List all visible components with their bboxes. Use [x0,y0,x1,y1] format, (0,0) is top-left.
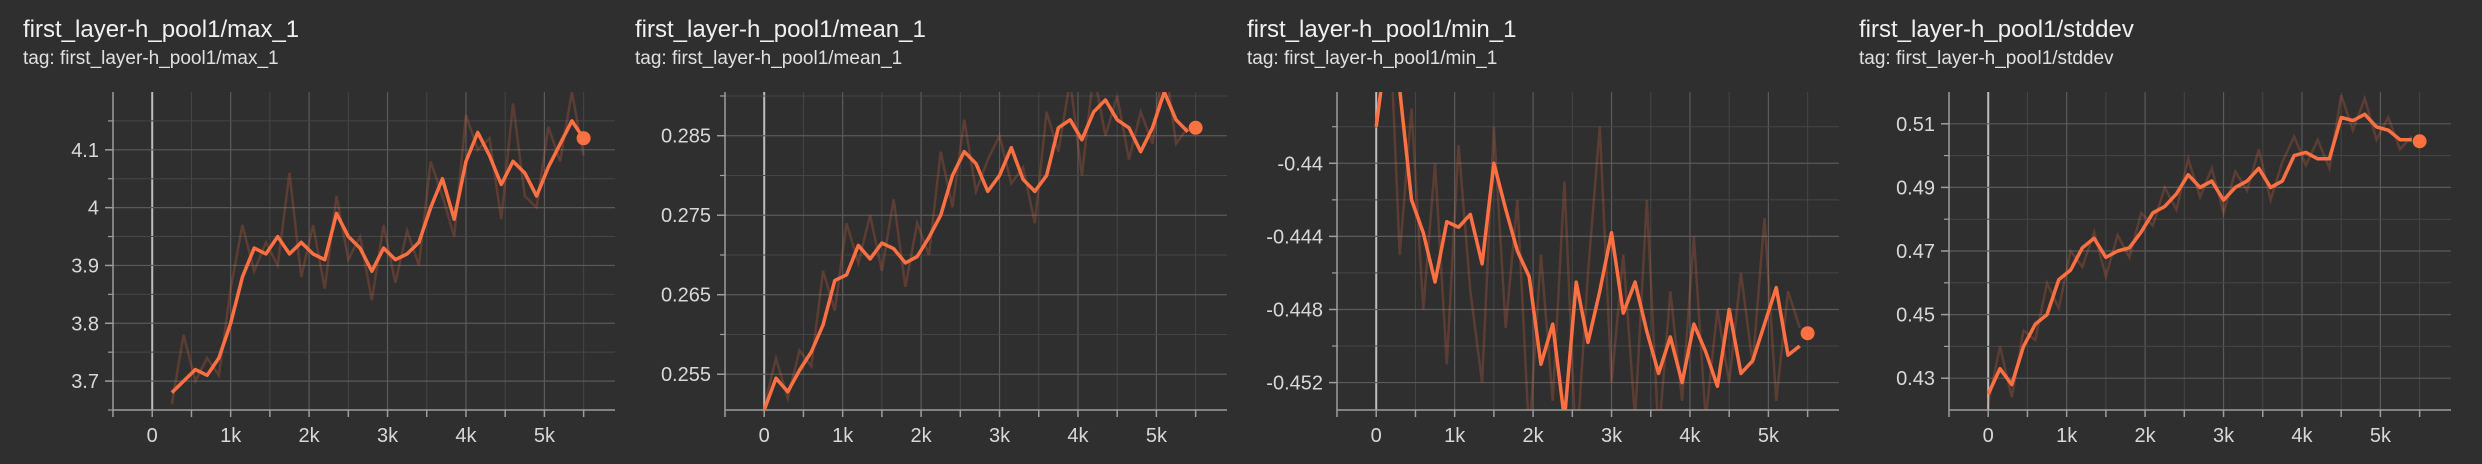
x-tick-label: 2k [911,425,933,447]
raw-series-line [170,92,585,405]
chart-tag: tag: first_layer-h_pool1/mean_1 [635,48,903,69]
x-tick-label: 4k [455,425,477,447]
x-tick-label: 0 [147,425,158,447]
chart-panel-mean: first_layer-h_pool1/mean_1 tag: first_la… [635,0,1235,464]
y-tick-label: -0.444 [1266,226,1323,248]
chart-plot-max[interactable]: 0 1k 2k 3k 4k 5k 3.7 3.8 3.9 4 4.1 [23,0,623,464]
y-tick-label: 4 [88,198,99,220]
y-tick-label: 0.51 [1896,114,1935,136]
last-value-point [576,131,591,146]
x-tick-label: 3k [1601,425,1623,447]
x-tick-label: 1k [832,425,854,447]
x-tick-label: 4k [1067,425,1089,447]
x-tick-label: 3k [2213,425,2235,447]
x-tick-label: 5k [1146,425,1168,447]
series-group [1986,94,2413,404]
series-group [170,92,586,405]
chart-tag: tag: first_layer-h_pool1/stddev [1859,48,2114,69]
y-tick-label: -0.448 [1266,299,1323,321]
y-tick-label: 3.7 [71,371,99,393]
x-tick-label: 2k [1523,425,1545,447]
series-group [762,92,1190,410]
x-tick-label: 0 [759,425,770,447]
chart-title: first_layer-h_pool1/mean_1 [635,16,926,43]
x-tick-label: 3k [377,425,399,447]
last-value-point [2412,134,2427,149]
y-tick-label: 4.1 [71,140,99,162]
x-tick-label: 5k [2370,425,2392,447]
x-tick-label: 0 [1371,425,1382,447]
chart-title: first_layer-h_pool1/min_1 [1247,16,1517,43]
x-tick-label: 5k [1758,425,1780,447]
y-tick-label: 0.285 [661,126,711,148]
y-tick-label: -0.44 [1277,153,1323,175]
y-tick-label: 0.255 [661,364,711,386]
smoothed-series-line [170,119,586,394]
raw-series-line [1986,94,2413,404]
chart-plot-min[interactable]: 0 1k 2k 3k 4k 5k -0.452 -0.448 -0.444 -0.44 [1247,0,1847,464]
x-tick-label: 2k [2135,425,2157,447]
y-tick-label: 0.43 [1896,368,1935,390]
chart-panel-min: first_layer-h_pool1/min_1 tag: first_lay… [1247,0,1847,464]
last-value-point [1800,326,1815,341]
x-tick-label: 4k [2291,425,2313,447]
smoothed-series-line [1374,92,1801,410]
chart-plot-mean[interactable]: 0 1k 2k 3k 4k 5k 0.255 0.265 0.275 0.285 [635,0,1235,464]
chart-plot-stddev[interactable]: 0 1k 2k 3k 4k 5k 0.43 0.45 0.47 0.49 0.51 [1859,0,2459,464]
chart-panel-max: first_layer-h_pool1/max_1 tag: first_lay… [23,0,623,464]
raw-series-line [763,92,1189,407]
chart-tag: tag: first_layer-h_pool1/min_1 [1247,48,1498,69]
y-tick-label: -0.452 [1266,373,1323,395]
raw-series-line [1391,92,1801,410]
smoothed-series-line [1986,112,2412,395]
y-tick-label: 0.265 [661,285,711,307]
last-value-point [1188,120,1203,135]
chart-panel-stddev: first_layer-h_pool1/stddev tag: first_la… [1859,0,2459,464]
x-tick-label: 2k [299,425,321,447]
x-tick-label: 0 [1983,425,1994,447]
x-tick-label: 1k [220,425,242,447]
chart-title: first_layer-h_pool1/stddev [1859,16,2134,43]
chart-title: first_layer-h_pool1/max_1 [23,16,300,43]
series-group [1374,92,1801,410]
y-tick-label: 0.45 [1896,305,1935,327]
y-tick-label: 0.49 [1896,177,1935,199]
y-tick-label: 0.275 [661,205,711,227]
y-tick-label: 0.47 [1896,241,1935,263]
x-tick-label: 4k [1679,425,1701,447]
x-tick-label: 1k [2056,425,2078,447]
y-tick-label: 3.8 [71,313,99,335]
x-tick-label: 3k [989,425,1011,447]
x-tick-label: 5k [534,425,556,447]
smoothed-series-line [762,92,1190,410]
x-tick-label: 1k [1444,425,1466,447]
chart-tag: tag: first_layer-h_pool1/max_1 [23,48,279,69]
y-tick-label: 3.9 [71,255,99,277]
